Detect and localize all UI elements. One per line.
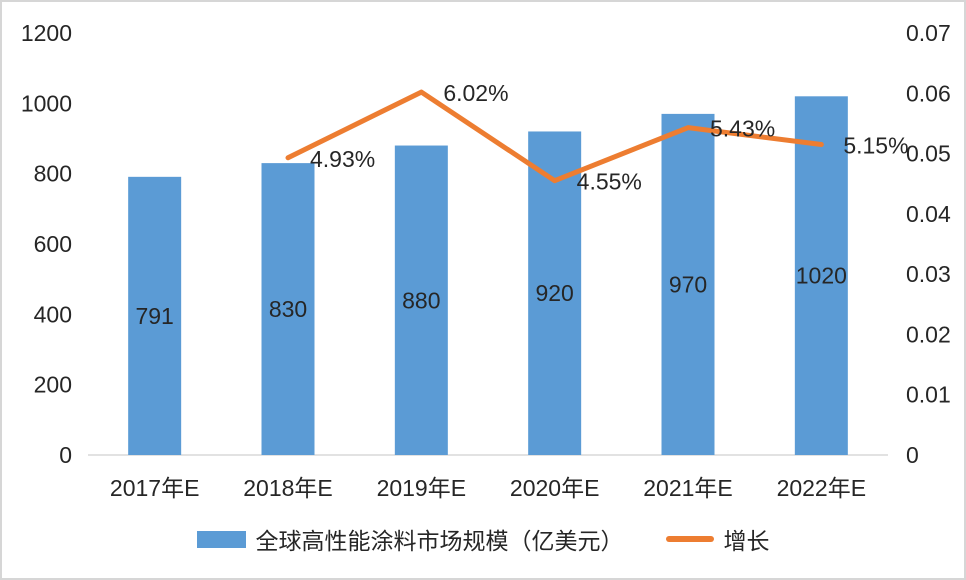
x-axis-label: 2019年E bbox=[377, 475, 467, 501]
right-axis-tick: 0 bbox=[906, 442, 919, 468]
line-value-label: 4.93% bbox=[310, 146, 375, 172]
legend-item-growth: 增长 bbox=[665, 522, 770, 556]
bar-value-label: 830 bbox=[269, 296, 307, 322]
bar-series-swatch bbox=[196, 530, 246, 548]
line-value-label: 6.02% bbox=[443, 80, 508, 106]
chart-legend: 全球高性能涂料市场规模（亿美元） 增长 bbox=[2, 522, 964, 556]
bar bbox=[128, 176, 182, 455]
line-value-label: 5.15% bbox=[843, 133, 908, 159]
bar-value-label: 791 bbox=[135, 303, 173, 329]
bar-value-label: 1020 bbox=[796, 263, 847, 289]
x-axis-label: 2017年E bbox=[110, 475, 200, 501]
line-series-swatch bbox=[665, 536, 714, 542]
left-axis-tick: 1200 bbox=[21, 20, 72, 46]
bar-value-label: 920 bbox=[535, 280, 573, 306]
x-axis-label: 2020年E bbox=[510, 475, 600, 501]
bar bbox=[394, 145, 448, 456]
right-axis-tick: 0.06 bbox=[906, 80, 951, 106]
left-axis-tick: 200 bbox=[34, 372, 72, 398]
right-axis-tick: 0.07 bbox=[906, 20, 951, 46]
bar bbox=[661, 113, 715, 455]
growth-line bbox=[285, 89, 824, 184]
right-axis-tick: 0.03 bbox=[906, 261, 951, 287]
line-value-label: 5.43% bbox=[710, 116, 775, 142]
left-axis-tick: 0 bbox=[59, 442, 72, 468]
bar-value-label: 880 bbox=[402, 287, 440, 313]
bar-series-label: 全球高性能涂料市场规模（亿美元） bbox=[255, 528, 624, 554]
right-axis-tick: 0.05 bbox=[906, 141, 951, 167]
left-axis-tick: 800 bbox=[34, 161, 72, 187]
right-axis-tick: 0.01 bbox=[906, 382, 951, 408]
line-value-label: 4.55% bbox=[577, 169, 642, 195]
x-axis-label: 2021年E bbox=[643, 475, 733, 501]
line-series-label: 增长 bbox=[723, 528, 770, 554]
x-axis-label: 2022年E bbox=[777, 475, 867, 501]
left-axis-tick: 600 bbox=[34, 231, 72, 257]
legend-item-market-size: 全球高性能涂料市场规模（亿美元） bbox=[196, 522, 624, 556]
right-axis-tick: 0.04 bbox=[906, 201, 951, 227]
left-axis-tick: 400 bbox=[34, 301, 72, 327]
bar bbox=[261, 163, 315, 455]
x-axis-label: 2018年E bbox=[243, 475, 333, 501]
left-axis-tick: 1000 bbox=[21, 90, 72, 116]
right-axis-tick: 0.02 bbox=[906, 321, 951, 347]
bar-value-label: 970 bbox=[669, 271, 707, 297]
bar bbox=[794, 96, 848, 456]
bar bbox=[528, 131, 582, 455]
